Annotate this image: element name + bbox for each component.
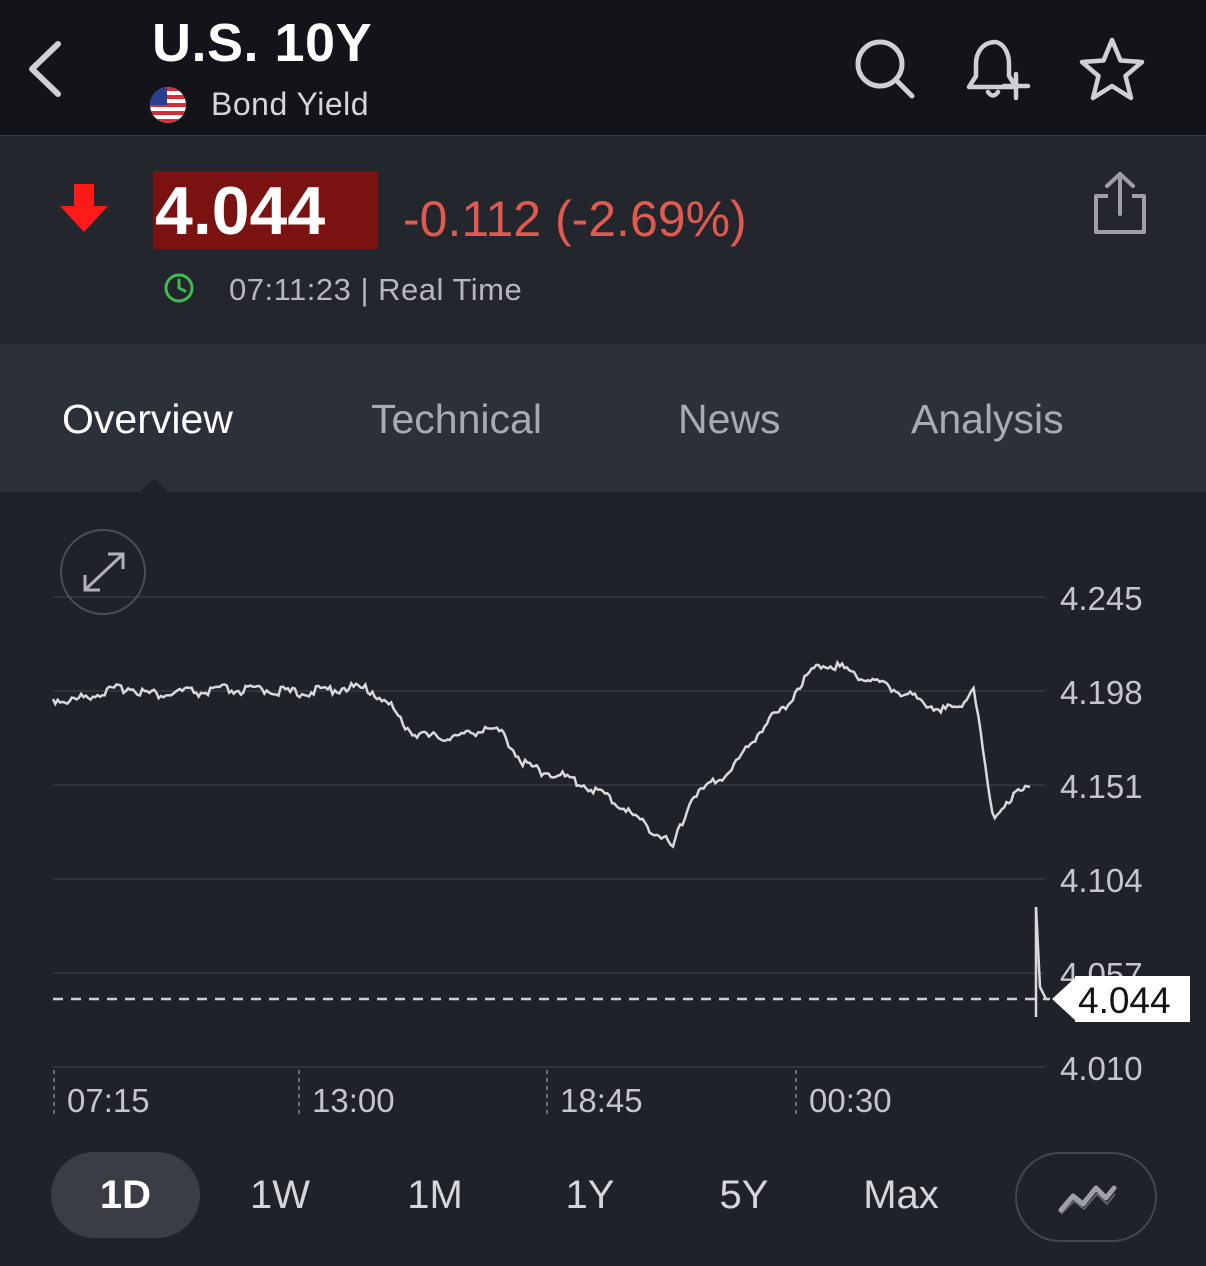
x-tick-label: 07:15 (67, 1082, 150, 1119)
tab-technical[interactable]: Technical (371, 396, 542, 442)
price-chart[interactable]: 4.245 4.198 4.151 4.104 4.057 4.010 07:15 13:00… (0, 492, 1206, 1266)
range-1y-button[interactable]: 1Y (565, 1173, 615, 1217)
range-max-button[interactable]: Max (863, 1173, 939, 1217)
tab-news[interactable]: News (678, 396, 781, 442)
tab-overview[interactable]: Overview (62, 396, 233, 442)
share-button[interactable] (1090, 170, 1150, 236)
current-value-label: 4.044 (1078, 980, 1171, 1021)
expand-icon (83, 552, 125, 592)
active-tab-indicator (140, 478, 168, 492)
quote-time: 07:11:23 | Real Time (229, 272, 523, 307)
clock-icon (163, 272, 195, 304)
y-tick-label: 4.198 (1060, 674, 1143, 711)
watchlist-button[interactable] (1078, 36, 1145, 101)
current-value-pointer (1052, 977, 1076, 1021)
y-tick-label: 4.245 (1060, 580, 1143, 617)
expand-chart-button[interactable] (60, 529, 146, 615)
us-flag-icon (150, 87, 186, 123)
back-button[interactable] (22, 36, 72, 102)
bell-plus-icon (966, 39, 1031, 101)
search-button[interactable] (852, 36, 916, 100)
down-arrow-icon (58, 182, 110, 234)
search-icon (855, 39, 915, 99)
x-tick-label: 13:00 (312, 1082, 395, 1119)
current-value-badge (1075, 976, 1190, 1022)
share-icon (1094, 172, 1146, 234)
alert-button[interactable] (964, 36, 1031, 101)
y-tick-label: 4.104 (1060, 862, 1143, 899)
range-1m-button[interactable]: 1M (407, 1173, 463, 1217)
back-icon (29, 41, 61, 97)
section-tabs: Overview Technical News Analysis (0, 344, 1206, 492)
current-price: 4.044 (153, 171, 378, 249)
tab-analysis[interactable]: Analysis (911, 396, 1064, 442)
instrument-title: U.S. 10Y (152, 13, 373, 73)
y-tick-label: 4.010 (1060, 1050, 1143, 1087)
price-series-line-recent (1034, 906, 1048, 1000)
price-change: -0.112 (-2.69%) (403, 191, 747, 247)
y-tick-label: 4.151 (1060, 768, 1143, 805)
instrument-subtitle: Bond Yield (211, 86, 370, 122)
star-icon (1079, 37, 1145, 101)
x-tick-label: 00:30 (809, 1082, 892, 1119)
top-bar: U.S. 10Y Bond Yield (0, 0, 1206, 136)
time-range-selector: 1D 1W 1M 1Y 5Y Max (0, 1152, 1206, 1242)
range-1w-button[interactable]: 1W (250, 1173, 310, 1217)
line-chart-icon (1058, 1185, 1117, 1215)
x-tick-label: 18:45 (560, 1082, 643, 1119)
range-1d-button[interactable]: 1D (51, 1152, 200, 1238)
range-5y-button[interactable]: 5Y (719, 1173, 769, 1217)
quote-panel: 4.044 -0.112 (-2.69%) 07:11:23 | Real Ti… (0, 136, 1206, 344)
chart-type-button[interactable] (1015, 1152, 1157, 1242)
price-series-line (51, 659, 1031, 849)
